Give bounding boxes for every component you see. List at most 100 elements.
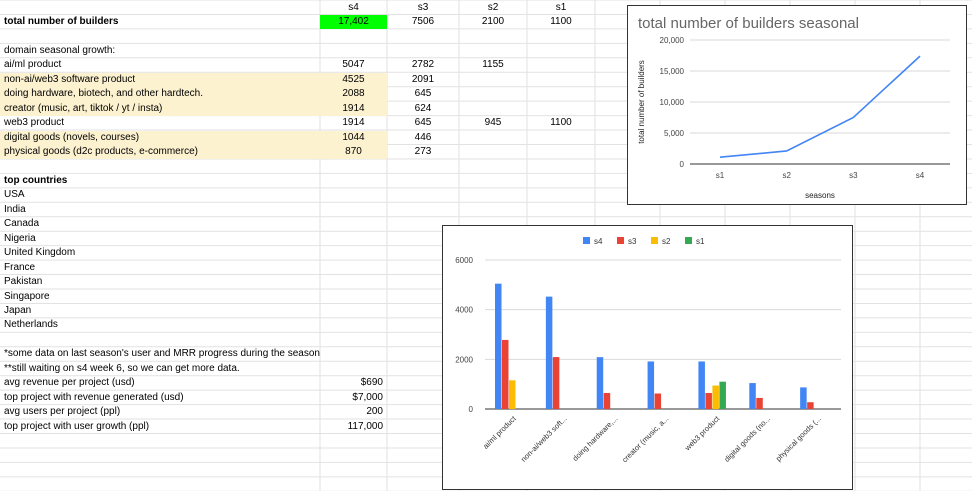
domain-s2-cell[interactable] <box>459 145 527 159</box>
country-item[interactable]: Japan <box>4 304 32 316</box>
total-s1-cell[interactable]: 1100 <box>550 15 572 27</box>
domain-s2-cell[interactable] <box>459 73 527 87</box>
domain-s3-cell[interactable]: 273 <box>414 146 432 157</box>
metric-label[interactable]: avg revenue per project (usd) <box>4 377 135 389</box>
bar <box>603 392 611 409</box>
domain-s2-cell[interactable] <box>459 102 527 116</box>
y-tick-label: 20,000 <box>660 36 685 45</box>
domain-s4-cell[interactable]: 5047 <box>342 59 365 71</box>
country-item[interactable]: India <box>4 203 26 215</box>
legend-swatch <box>617 237 624 244</box>
x-tick-label: s2 <box>782 171 791 180</box>
domain-s1-cell[interactable] <box>527 58 595 72</box>
domain-s2-cell[interactable]: 945 <box>484 117 502 129</box>
y-axis-title: total number of builders <box>637 60 646 144</box>
domain-label[interactable]: digital goods (novels, courses) <box>0 130 320 145</box>
y-tick-label: 5,000 <box>664 129 685 138</box>
y-tick-label: 6000 <box>455 256 473 265</box>
y-tick-label: 0 <box>680 160 685 169</box>
total-s4-cell[interactable]: 17,402 <box>320 14 387 30</box>
domain-s3-cell[interactable]: 624 <box>414 102 432 114</box>
x-tick-label: ai/ml product <box>481 413 518 450</box>
domain-s2-cell[interactable]: 1155 <box>482 59 504 71</box>
domain-s1-cell[interactable] <box>527 131 595 145</box>
domain-s4-cell[interactable]: 1914 <box>342 117 365 129</box>
domain-s1-cell[interactable] <box>527 102 595 116</box>
domain-label[interactable]: creator (music, art, tiktok / yt / insta… <box>0 101 320 117</box>
domain-label[interactable]: web3 product <box>4 117 65 129</box>
metric-label[interactable]: top project with user growth (ppl) <box>4 420 150 432</box>
y-tick-label: 2000 <box>455 355 473 364</box>
bar <box>807 402 814 409</box>
country-item[interactable]: Nigeria <box>4 232 36 244</box>
bar <box>705 392 712 409</box>
x-tick-label: s1 <box>716 171 725 180</box>
domain-s1-cell[interactable] <box>527 73 595 87</box>
domain-s1-cell[interactable] <box>527 145 595 159</box>
domain-s3-cell[interactable]: 2782 <box>411 59 435 71</box>
country-item[interactable]: France <box>4 261 36 273</box>
domain-s4-cell[interactable]: 1044 <box>320 130 387 145</box>
x-tick-label: s3 <box>849 171 858 180</box>
country-item[interactable]: Netherlands <box>4 319 58 331</box>
bar <box>712 385 719 409</box>
metric-label[interactable]: top project with revenue generated (usd) <box>4 391 184 403</box>
bar <box>509 380 516 409</box>
metric-label[interactable]: avg users per project (ppl) <box>4 406 121 418</box>
domain-label[interactable]: non-ai/web3 software product <box>0 72 320 88</box>
bar-chart-panel[interactable]: 0 2000 4000 6000 s4 s3 s2 s1 ai/ml product non-ai… <box>442 225 853 490</box>
note-line[interactable]: **still waiting on s4 week 6, so we can … <box>4 362 240 374</box>
series-line <box>719 55 921 158</box>
legend-label: s1 <box>696 237 705 246</box>
note-line[interactable]: *some data on last season's user and MRR… <box>4 348 320 360</box>
line-chart-panel[interactable]: total number of builders seasonal 0 5,000 1… <box>627 5 967 205</box>
domain-s4-cell[interactable]: 870 <box>320 145 387 160</box>
legend-label: s4 <box>594 237 603 246</box>
metric-value[interactable]: $7,000 <box>352 391 383 403</box>
domain-s4-cell[interactable]: 2088 <box>320 87 387 102</box>
domain-s1-cell[interactable]: 1100 <box>550 117 572 129</box>
col-header-s4[interactable]: s4 <box>348 1 359 13</box>
domain-label[interactable]: doing hardware, biotech, and other hardt… <box>0 87 320 102</box>
domain-label[interactable]: ai/ml product <box>4 59 62 71</box>
domain-s3-cell[interactable]: 2091 <box>411 73 435 85</box>
col-header-s3[interactable]: s3 <box>417 1 429 13</box>
domain-s4-cell[interactable]: 1914 <box>320 101 387 117</box>
bar <box>719 381 726 409</box>
domain-s2-cell[interactable] <box>459 87 527 101</box>
domain-s3-cell[interactable]: 645 <box>414 88 432 100</box>
domain-s2-cell[interactable] <box>459 131 527 145</box>
country-item[interactable]: Singapore <box>4 290 50 302</box>
domain-label[interactable]: physical goods (d2c products, e-commerce… <box>0 145 320 160</box>
bar <box>698 361 705 409</box>
x-tick-label: digital goods (no... <box>722 414 772 464</box>
y-tick-label: 15,000 <box>660 67 685 76</box>
y-tick-label: 10,000 <box>660 98 685 107</box>
bar <box>596 357 604 409</box>
line-chart: total number of builders seasonal 0 5,000 1… <box>637 15 950 200</box>
domain-s1-cell[interactable] <box>527 87 595 101</box>
domain-growth-header[interactable]: domain seasonal growth: <box>4 44 116 56</box>
country-item[interactable]: Canada <box>4 218 40 230</box>
country-item[interactable]: United Kingdom <box>4 247 76 259</box>
total-s2-cell[interactable]: 2100 <box>481 15 505 27</box>
bar <box>749 383 756 409</box>
country-item[interactable]: Pakistan <box>4 276 43 288</box>
country-item[interactable]: USA <box>4 189 25 201</box>
domain-s3-cell[interactable]: 645 <box>414 117 432 129</box>
col-header-s2[interactable]: s2 <box>487 1 499 13</box>
top-countries-header[interactable]: top countries <box>4 174 68 186</box>
total-builders-label[interactable]: total number of builders <box>4 15 119 27</box>
x-tick-label: doing hardware,... <box>571 414 620 463</box>
metric-value[interactable]: 200 <box>366 406 383 418</box>
x-tick-label: physical goods (... <box>774 414 823 463</box>
y-tick-label: 0 <box>469 405 474 414</box>
domain-s3-cell[interactable]: 446 <box>414 131 432 143</box>
metric-value[interactable]: $690 <box>360 377 383 389</box>
domain-s4-cell[interactable]: 4525 <box>320 72 387 88</box>
metric-value[interactable]: 117,000 <box>347 420 383 432</box>
bar <box>654 393 662 409</box>
col-header-s1[interactable]: s1 <box>555 1 567 13</box>
x-tick-label: creator (music, a... <box>620 414 670 464</box>
total-s3-cell[interactable]: 7506 <box>411 15 435 27</box>
